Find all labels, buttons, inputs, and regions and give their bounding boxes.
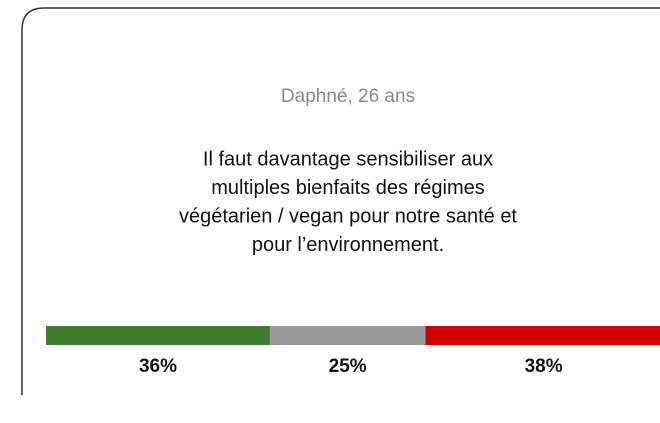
quote-line: pour l’environnement. bbox=[252, 234, 444, 256]
author: Daphné, 26 ans bbox=[281, 86, 415, 107]
result-label: 38% bbox=[525, 356, 563, 377]
quote-line: multiples bienfaits des régimes bbox=[211, 177, 484, 199]
card-border bbox=[21, 7, 660, 395]
result-segment bbox=[269, 326, 426, 345]
quote-line: Il faut davantage sensibiliser aux bbox=[203, 148, 493, 170]
result-label: 25% bbox=[329, 356, 367, 377]
result-segment bbox=[425, 326, 660, 345]
result-label: 36% bbox=[139, 356, 177, 377]
result-segment bbox=[46, 326, 270, 345]
quote-line: végétarien / vegan pour notre santé et bbox=[179, 205, 517, 227]
